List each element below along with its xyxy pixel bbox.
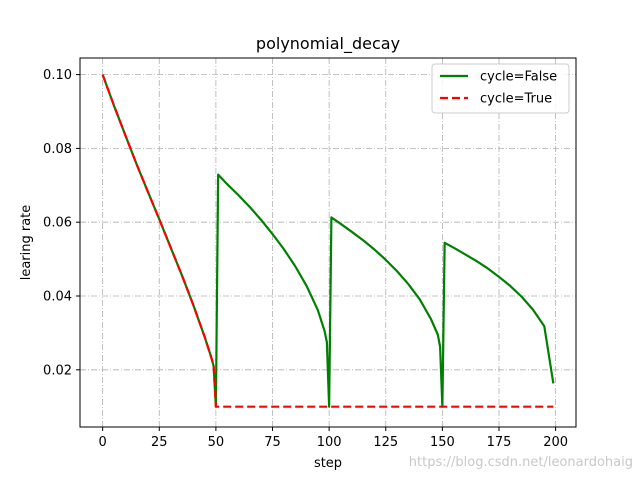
- chart-title: polynomial_decay: [256, 34, 400, 54]
- y-tick-label: 0.02: [43, 363, 72, 378]
- watermark: https://blog.csdn.net/leonardohaig: [409, 455, 633, 470]
- x-tick-label: 75: [264, 435, 281, 450]
- y-tick-label: 0.06: [43, 216, 72, 231]
- x-tick-label: 50: [208, 435, 225, 450]
- x-tick-label: 175: [487, 435, 512, 450]
- x-tick-label: 25: [151, 435, 168, 450]
- y-tick-label: 0.10: [43, 68, 72, 83]
- plot-frame: [79, 57, 577, 428]
- x-tick-label: 0: [99, 435, 107, 450]
- ticks: 0 25 50 75 100 125 150 175 200 0.02 0.04 0.06 0.08 0.…: [43, 68, 568, 450]
- legend: cycle=False cycle=True: [431, 63, 570, 114]
- y-axis-title: learing rate: [19, 205, 34, 281]
- legend-label: cycle=False: [480, 70, 557, 85]
- x-tick-label: 150: [430, 435, 455, 450]
- x-tick-label: 100: [317, 435, 342, 450]
- legend-label: cycle=True: [480, 92, 552, 107]
- y-tick-label: 0.04: [43, 290, 72, 305]
- grid: [80, 58, 576, 427]
- x-tick-label: 200: [543, 435, 568, 450]
- x-tick-label: 125: [373, 435, 398, 450]
- series-layer: [101, 74, 555, 408]
- x-axis-title: step: [314, 456, 342, 471]
- y-tick-label: 0.08: [43, 142, 72, 157]
